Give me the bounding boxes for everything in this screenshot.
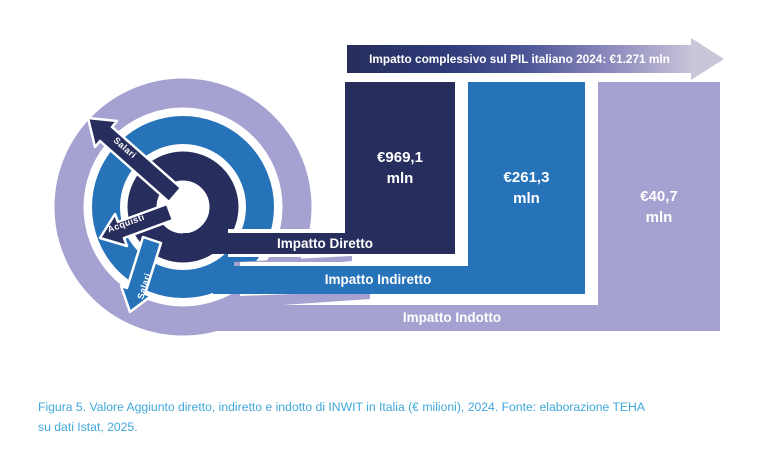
band-label-impatto-diretto: Impatto Diretto — [277, 236, 373, 251]
bar-indirect-unit: mln — [513, 190, 540, 207]
band-label-impatto-indiretto: Impatto Indiretto — [324, 272, 432, 287]
banner-arrowhead-icon — [691, 38, 724, 80]
band-label-impatto-indotto: Impatto Indotto — [402, 310, 502, 325]
total-impact-banner-label: Impatto complessivo sul PIL italiano 202… — [369, 52, 670, 66]
figure-caption-line2: su dati Istat, 2025. — [38, 419, 138, 434]
figure-caption-line1: Figura 5. Valore Aggiunto diretto, indir… — [38, 400, 645, 414]
bar-induced-value: €40,7 — [640, 187, 678, 205]
outer-ring-indotto — [54, 78, 312, 336]
bar-impatto-indiretto: €261,3 mln — [468, 82, 585, 294]
bar-direct-unit: mln — [386, 170, 414, 187]
bar-impatto-diretto: €969,1 mln — [345, 82, 455, 254]
bar-induced-unit: mln — [645, 208, 673, 226]
middle-ring-indiretto — [92, 116, 274, 298]
bar-direct-value: €969,1 — [377, 149, 423, 166]
total-impact-banner: Impatto complessivo sul PIL italiano 202… — [347, 45, 692, 73]
figure-caption: Figura 5. Valore Aggiunto diretto, indir… — [38, 398, 744, 437]
spiral-tail-segment-lower — [240, 291, 370, 308]
acquisti-arrow — [98, 202, 175, 248]
bar-indirect-value: €261,3 — [503, 169, 550, 186]
salari-down-arrow — [119, 235, 163, 314]
salari-up-arrow — [86, 116, 183, 204]
bar-impatto-indotto: €40,7 mln — [598, 82, 720, 331]
